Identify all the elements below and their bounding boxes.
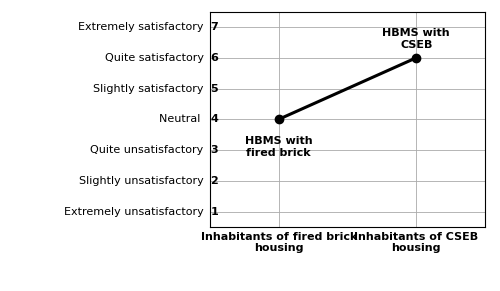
Text: 3: 3 — [210, 145, 218, 155]
Text: Slightly unsatisfactory: Slightly unsatisfactory — [79, 176, 208, 186]
Text: HBMS with
fired brick: HBMS with fired brick — [245, 136, 312, 158]
Text: Neutral: Neutral — [159, 114, 208, 124]
Text: Quite satisfactory: Quite satisfactory — [105, 53, 208, 63]
Text: Extremely unsatisfactory: Extremely unsatisfactory — [64, 207, 208, 217]
Text: Quite unsatisfactory: Quite unsatisfactory — [90, 145, 208, 155]
Text: 7: 7 — [210, 22, 218, 32]
Text: 4: 4 — [210, 114, 218, 124]
Text: 1: 1 — [210, 207, 218, 217]
Text: Slightly satisfactory: Slightly satisfactory — [93, 84, 208, 93]
Text: 5: 5 — [210, 84, 218, 93]
Text: 2: 2 — [210, 176, 218, 186]
Text: 6: 6 — [210, 53, 218, 63]
Text: Extremely satisfactory: Extremely satisfactory — [78, 22, 208, 32]
Text: HBMS with
CSEB: HBMS with CSEB — [382, 29, 450, 50]
